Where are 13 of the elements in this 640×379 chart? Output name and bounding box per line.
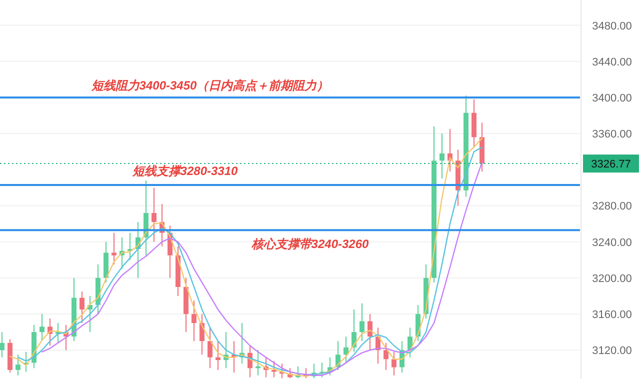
y-tick-label: 3480.00 <box>592 20 632 32</box>
y-tick-label: 3360.00 <box>592 128 632 141</box>
y-tick-label: 3160.00 <box>592 309 632 322</box>
y-tick-label: 3200.00 <box>592 272 632 285</box>
ref-line-label: 短线阻力3400-3450（日内高点＋前期阻力） <box>90 78 329 92</box>
ref-line-label: 短线支撑3280-3310 <box>131 164 238 178</box>
y-tick-label: 3440.00 <box>592 56 632 68</box>
y-tick-label: 3240.00 <box>592 236 632 249</box>
ref-line-label: 3326.77 <box>591 158 631 171</box>
y-tick-label: 3280.00 <box>592 200 632 213</box>
y-tick-label: 3400.00 <box>592 92 632 104</box>
y-tick-label: 3120.00 <box>592 345 632 358</box>
ref-line-label: 核心支撑带3240-3260 <box>250 237 370 252</box>
